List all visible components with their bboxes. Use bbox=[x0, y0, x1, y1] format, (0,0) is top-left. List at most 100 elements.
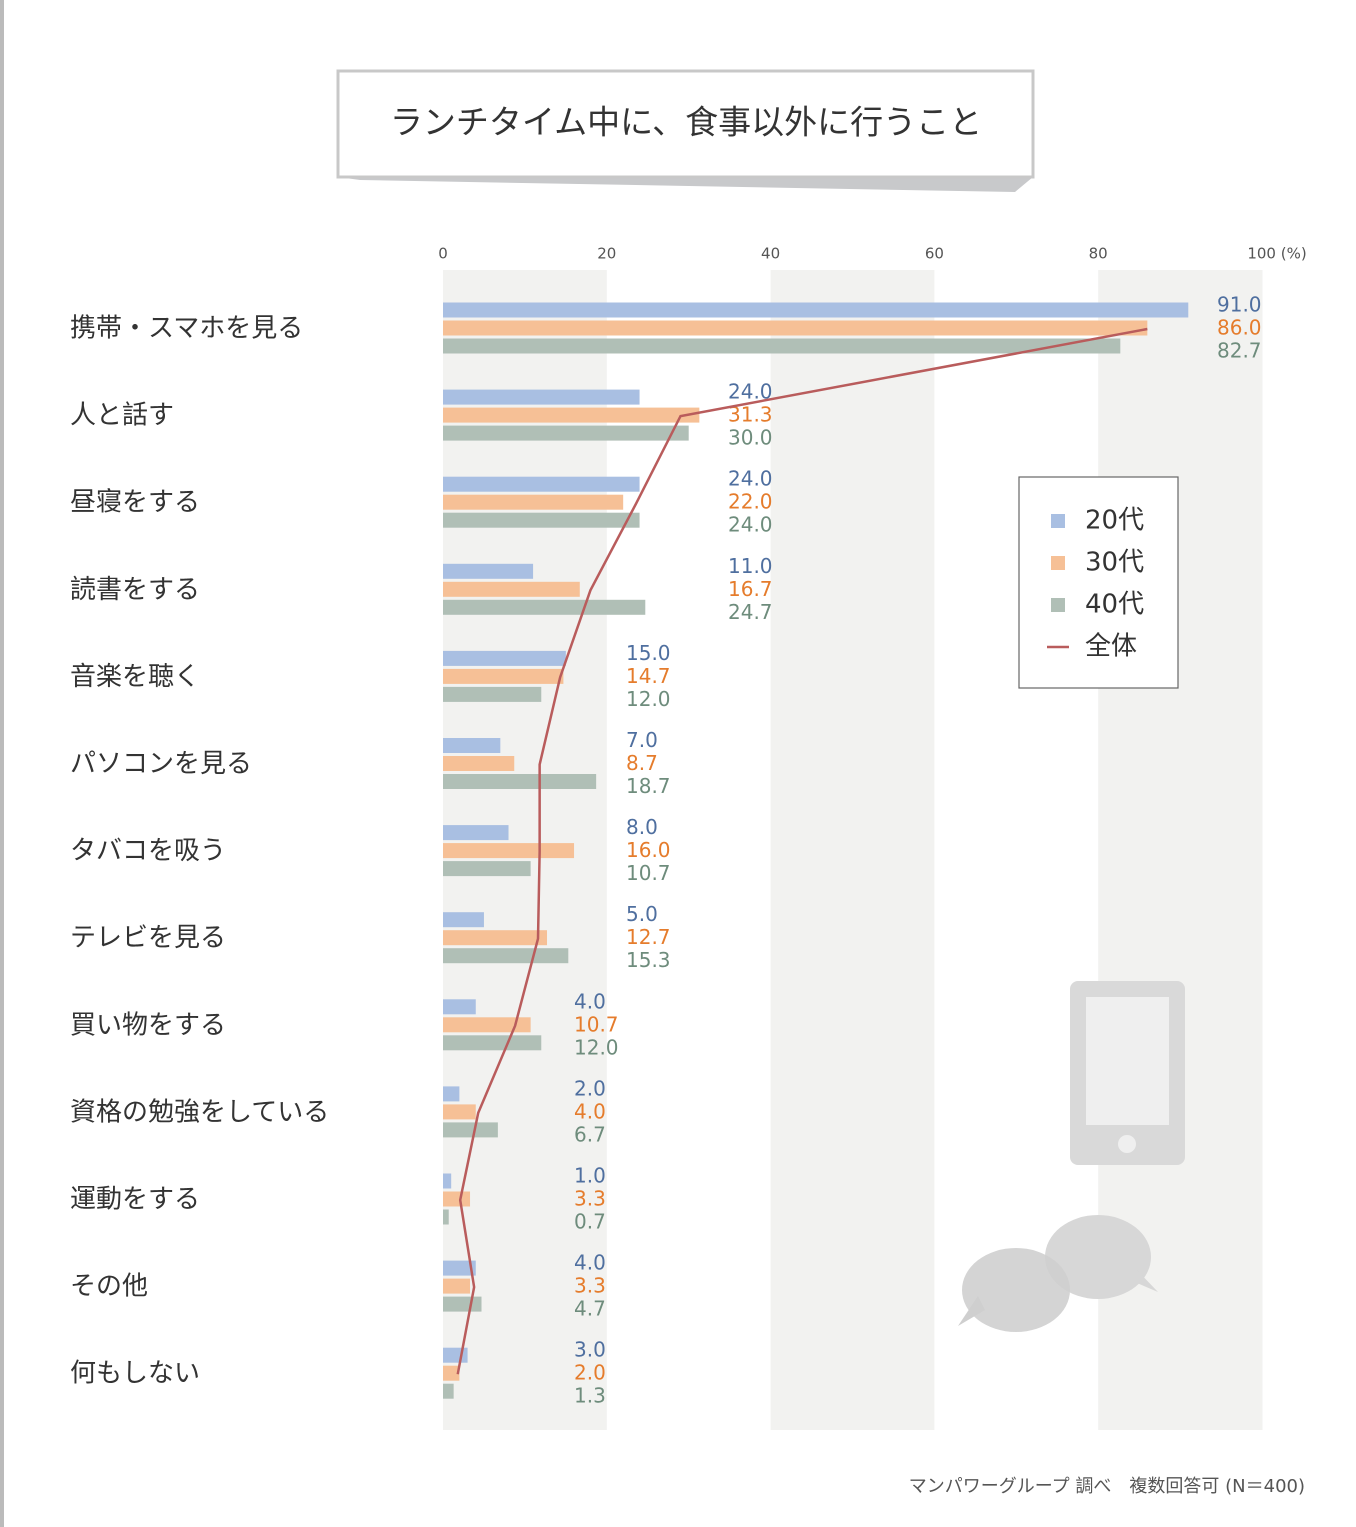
category-label: 音楽を聴く bbox=[70, 662, 200, 692]
value-label: 82.7 bbox=[1217, 339, 1262, 363]
legend-label: 30代 bbox=[1085, 548, 1144, 578]
value-label: 12.7 bbox=[626, 925, 671, 949]
source-note: マンパワーグループ 調べ 複数回答可 (N＝400) bbox=[909, 1476, 1305, 1497]
value-label: 1.0 bbox=[574, 1164, 606, 1188]
bar bbox=[443, 1347, 468, 1363]
category-label: 人と話す bbox=[70, 401, 174, 431]
bar bbox=[443, 494, 624, 510]
legend-box bbox=[1018, 476, 1179, 689]
bar bbox=[443, 563, 534, 579]
bar bbox=[443, 686, 542, 702]
value-label: 86.0 bbox=[1217, 316, 1262, 340]
legend-label: 全体 bbox=[1085, 632, 1137, 662]
value-label: 3.3 bbox=[574, 1274, 606, 1298]
tablet-icon bbox=[1070, 981, 1185, 1165]
value-label: 24.0 bbox=[728, 467, 773, 491]
bar bbox=[443, 476, 640, 492]
bar bbox=[443, 1104, 476, 1120]
bar bbox=[443, 425, 689, 441]
bar bbox=[443, 738, 501, 753]
overall-line bbox=[456, 327, 1148, 1375]
bar bbox=[443, 1383, 454, 1399]
x-tick-label: 40 bbox=[761, 245, 780, 263]
category-label: 買い物をする bbox=[70, 1010, 226, 1040]
value-label: 22.0 bbox=[728, 490, 773, 514]
bar bbox=[443, 756, 515, 771]
bar bbox=[443, 1365, 460, 1381]
grid-band bbox=[770, 270, 935, 1430]
bar bbox=[443, 389, 640, 405]
bar bbox=[443, 581, 580, 597]
value-label: 15.3 bbox=[626, 948, 671, 972]
category-label: 携帯・スマホを見る bbox=[70, 314, 303, 344]
bar bbox=[443, 1296, 482, 1312]
value-label: 4.0 bbox=[574, 1251, 606, 1275]
value-label: 8.0 bbox=[626, 815, 658, 839]
category-label: テレビを見る bbox=[70, 923, 226, 953]
value-label: 91.0 bbox=[1217, 293, 1262, 317]
bar bbox=[443, 320, 1148, 336]
value-label: 3.0 bbox=[574, 1338, 606, 1362]
bar bbox=[443, 999, 476, 1015]
value-label: 12.0 bbox=[626, 687, 671, 711]
category-label: パソコンを見る bbox=[70, 749, 252, 779]
x-tick-label: 80 bbox=[1089, 245, 1108, 263]
value-label: 4.0 bbox=[574, 1099, 606, 1123]
value-label: 24.0 bbox=[728, 513, 773, 537]
value-label: 2.0 bbox=[574, 1076, 606, 1100]
bar bbox=[443, 1035, 542, 1051]
bar bbox=[443, 1260, 476, 1276]
value-label: 4.7 bbox=[574, 1297, 606, 1321]
bar bbox=[443, 650, 566, 666]
bar bbox=[443, 1173, 452, 1189]
page-border bbox=[0, 0, 4, 1527]
category-label: その他 bbox=[70, 1272, 148, 1302]
x-tick-label: 0 bbox=[438, 245, 448, 263]
bar bbox=[443, 407, 700, 423]
bar bbox=[443, 843, 575, 859]
bar bbox=[443, 1278, 471, 1294]
value-label: 5.0 bbox=[626, 902, 658, 926]
category-label: 読書をする bbox=[70, 575, 200, 605]
bar bbox=[443, 1191, 471, 1207]
value-label: 14.7 bbox=[626, 664, 671, 688]
legend-label: 40代 bbox=[1085, 590, 1144, 620]
legend-marker bbox=[1051, 598, 1065, 612]
bar bbox=[443, 338, 1121, 354]
value-label: 8.7 bbox=[626, 751, 658, 775]
bar bbox=[443, 912, 484, 928]
value-label: 10.7 bbox=[574, 1012, 619, 1036]
value-label: 18.7 bbox=[626, 774, 671, 798]
category-label: 昼寝をする bbox=[70, 488, 200, 518]
legend-marker bbox=[1051, 556, 1065, 570]
bar bbox=[443, 668, 564, 684]
category-label: タバコを吸う bbox=[70, 836, 226, 866]
bar bbox=[443, 599, 646, 615]
value-label: 6.7 bbox=[574, 1122, 606, 1146]
value-label: 12.0 bbox=[574, 1035, 619, 1059]
bar bbox=[443, 1122, 498, 1138]
value-label: 24.7 bbox=[728, 600, 773, 624]
value-label: 16.7 bbox=[728, 577, 773, 601]
chat-icon bbox=[958, 1215, 1158, 1332]
legend-marker bbox=[1051, 514, 1065, 528]
value-label: 30.0 bbox=[728, 426, 773, 450]
chart-title: ランチタイム中に、食事以外に行うこと bbox=[390, 103, 982, 142]
bar bbox=[443, 774, 597, 789]
value-label: 10.7 bbox=[626, 861, 671, 885]
bar bbox=[443, 512, 640, 528]
x-tick-label: 60 bbox=[925, 245, 944, 263]
title-shadow bbox=[338, 177, 1033, 192]
bar bbox=[443, 948, 569, 964]
category-label: 資格の勉強をしている bbox=[70, 1097, 329, 1127]
value-label: 2.0 bbox=[574, 1361, 606, 1385]
bar bbox=[443, 1017, 531, 1033]
value-label: 4.0 bbox=[574, 989, 606, 1013]
value-label: 3.3 bbox=[574, 1187, 606, 1211]
bar bbox=[443, 825, 509, 841]
legend-label: 20代 bbox=[1085, 506, 1144, 536]
value-label: 16.0 bbox=[626, 838, 671, 862]
x-tick-label: 20 bbox=[597, 245, 616, 263]
value-label: 0.7 bbox=[574, 1210, 606, 1234]
